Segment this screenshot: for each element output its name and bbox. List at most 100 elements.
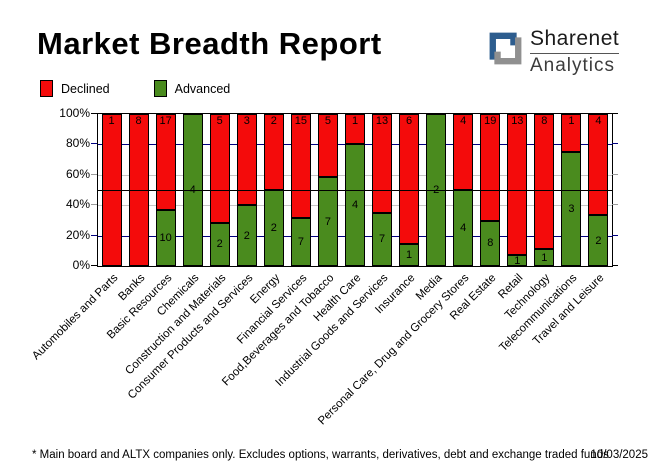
bar-financial-services: 15 7 — [290, 114, 311, 266]
bar-segment-declined: 13 — [372, 114, 393, 213]
advanced-count-label: 4 — [460, 222, 467, 234]
bar-segment-declined: 2 — [263, 114, 284, 190]
advanced-count-label: 3 — [568, 203, 575, 215]
right-tick-60 — [612, 173, 618, 175]
advanced-count-label: 2 — [270, 222, 277, 234]
bar-retail: 13 1 — [507, 114, 528, 267]
bar-segment-advanced: 2 — [209, 222, 230, 266]
advanced-swatch-icon — [153, 80, 167, 97]
left-tick-80 — [91, 143, 97, 145]
bar-segment-advanced: 4 — [345, 144, 365, 266]
bar-basic-resources: 17 10 — [155, 114, 176, 266]
bar-segment-advanced: 2 — [236, 205, 257, 266]
y-axis-tick-0: 0% — [72, 258, 90, 272]
declined-count-label: 6 — [406, 115, 413, 128]
declined-count-label: 13 — [375, 115, 389, 128]
right-tick-100 — [612, 113, 618, 114]
advanced-count-label: 1 — [514, 254, 521, 267]
bar-segment-declined: 1 — [561, 114, 582, 152]
footnote: * Main board and ALTX companies only. Ex… — [32, 449, 609, 461]
bar-segment-advanced: 8 — [480, 220, 501, 266]
advanced-count-label: 7 — [378, 233, 386, 246]
bar-segment-advanced: 7 — [290, 217, 311, 266]
bar-segment-declined: 3 — [236, 114, 257, 206]
declined-count-label: 1 — [108, 115, 115, 127]
y-axis-tick-40: 40% — [65, 197, 90, 212]
y-axis-tick-80: 80% — [65, 136, 90, 151]
advanced-count-label: 1 — [541, 251, 548, 264]
right-tick-0 — [612, 265, 618, 266]
plot-area: 1817104523222157571413761244198131811342 — [97, 113, 613, 267]
bar-real-estate: 19 8 — [480, 114, 501, 266]
advanced-count-label: 2 — [595, 234, 602, 247]
bar-segment-declined: 1 — [345, 114, 365, 145]
declined-count-label: 19 — [484, 115, 497, 128]
bar-segment-declined: 15 — [290, 114, 311, 218]
advanced-count-label: 2 — [243, 229, 250, 242]
advanced-count-label: 1 — [406, 249, 413, 262]
bar-industrial-goods-and-services: 13 7 — [372, 114, 393, 266]
advanced-count-label: 7 — [297, 235, 304, 248]
declined-count-label: 2 — [270, 115, 277, 127]
bar-segment-declined: 19 — [480, 114, 501, 221]
declined-count-label: 13 — [511, 115, 524, 128]
bar-segment-advanced: 1 — [399, 244, 420, 266]
bar-segment-declined: 4 — [588, 114, 609, 216]
report-date: 10/03/2025 — [590, 449, 648, 461]
declined-count-label: 1 — [568, 115, 575, 127]
left-tick-20 — [91, 234, 97, 236]
sharenet-logo: Sharenet Analytics — [488, 27, 620, 77]
chart-legend: Declined Advanced — [40, 80, 274, 97]
bar-segment-declined: 13 — [507, 114, 528, 256]
bar-segment-declined: 4 — [453, 114, 474, 190]
bar-segment-advanced: 1 — [534, 249, 555, 266]
right-tick-80 — [612, 143, 618, 145]
y-axis-tick-100: 100% — [59, 106, 90, 120]
advanced-count-label: 2 — [216, 238, 223, 251]
bar-segment-declined: 6 — [399, 114, 420, 245]
declined-count-label: 5 — [324, 115, 331, 128]
y-axis-tick-20: 20% — [65, 227, 90, 242]
left-tick-100 — [91, 113, 97, 114]
left-tick-0 — [91, 265, 97, 266]
bar-segment-advanced: 2 — [588, 215, 609, 266]
sharenet-logo-text: Sharenet Analytics — [530, 27, 620, 77]
advanced-count-label: 8 — [487, 237, 494, 250]
declined-count-label: 17 — [159, 115, 172, 128]
legend-label-declined: Declined — [61, 81, 110, 96]
bar-segment-advanced: 7 — [317, 177, 338, 266]
bar-segment-declined: 5 — [209, 114, 230, 223]
legend-label-advanced: Advanced — [174, 81, 231, 96]
bar-segment-advanced: 2 — [263, 190, 284, 266]
declined-count-label: 8 — [541, 115, 548, 128]
left-tick-40 — [91, 204, 97, 206]
declined-count-label: 3 — [243, 115, 250, 128]
logo-brand-name: Sharenet — [530, 27, 620, 54]
declined-count-label: 4 — [595, 115, 602, 128]
right-tick-20 — [612, 234, 618, 236]
advanced-count-label: 4 — [351, 199, 359, 212]
right-tick-40 — [612, 204, 618, 206]
bar-segment-declined: 8 — [534, 114, 555, 250]
declined-count-label: 8 — [135, 115, 142, 127]
bar-segment-advanced: 3 — [561, 152, 582, 266]
logo-brand-sub: Analytics — [530, 55, 616, 76]
declined-count-label: 1 — [351, 115, 359, 128]
fifty-percent-line — [98, 190, 612, 191]
bar-segment-advanced: 7 — [372, 212, 393, 266]
advanced-count-label: 7 — [324, 215, 331, 228]
declined-count-label: 4 — [460, 115, 467, 127]
y-axis-tick-60: 60% — [65, 166, 90, 181]
bar-segment-declined: 17 — [155, 114, 176, 210]
legend-item-advanced: Advanced — [153, 80, 231, 97]
stacked-bar-chart: 1817104523222157571413761244198131811342… — [0, 105, 655, 450]
sharenet-logo-icon — [488, 27, 523, 75]
